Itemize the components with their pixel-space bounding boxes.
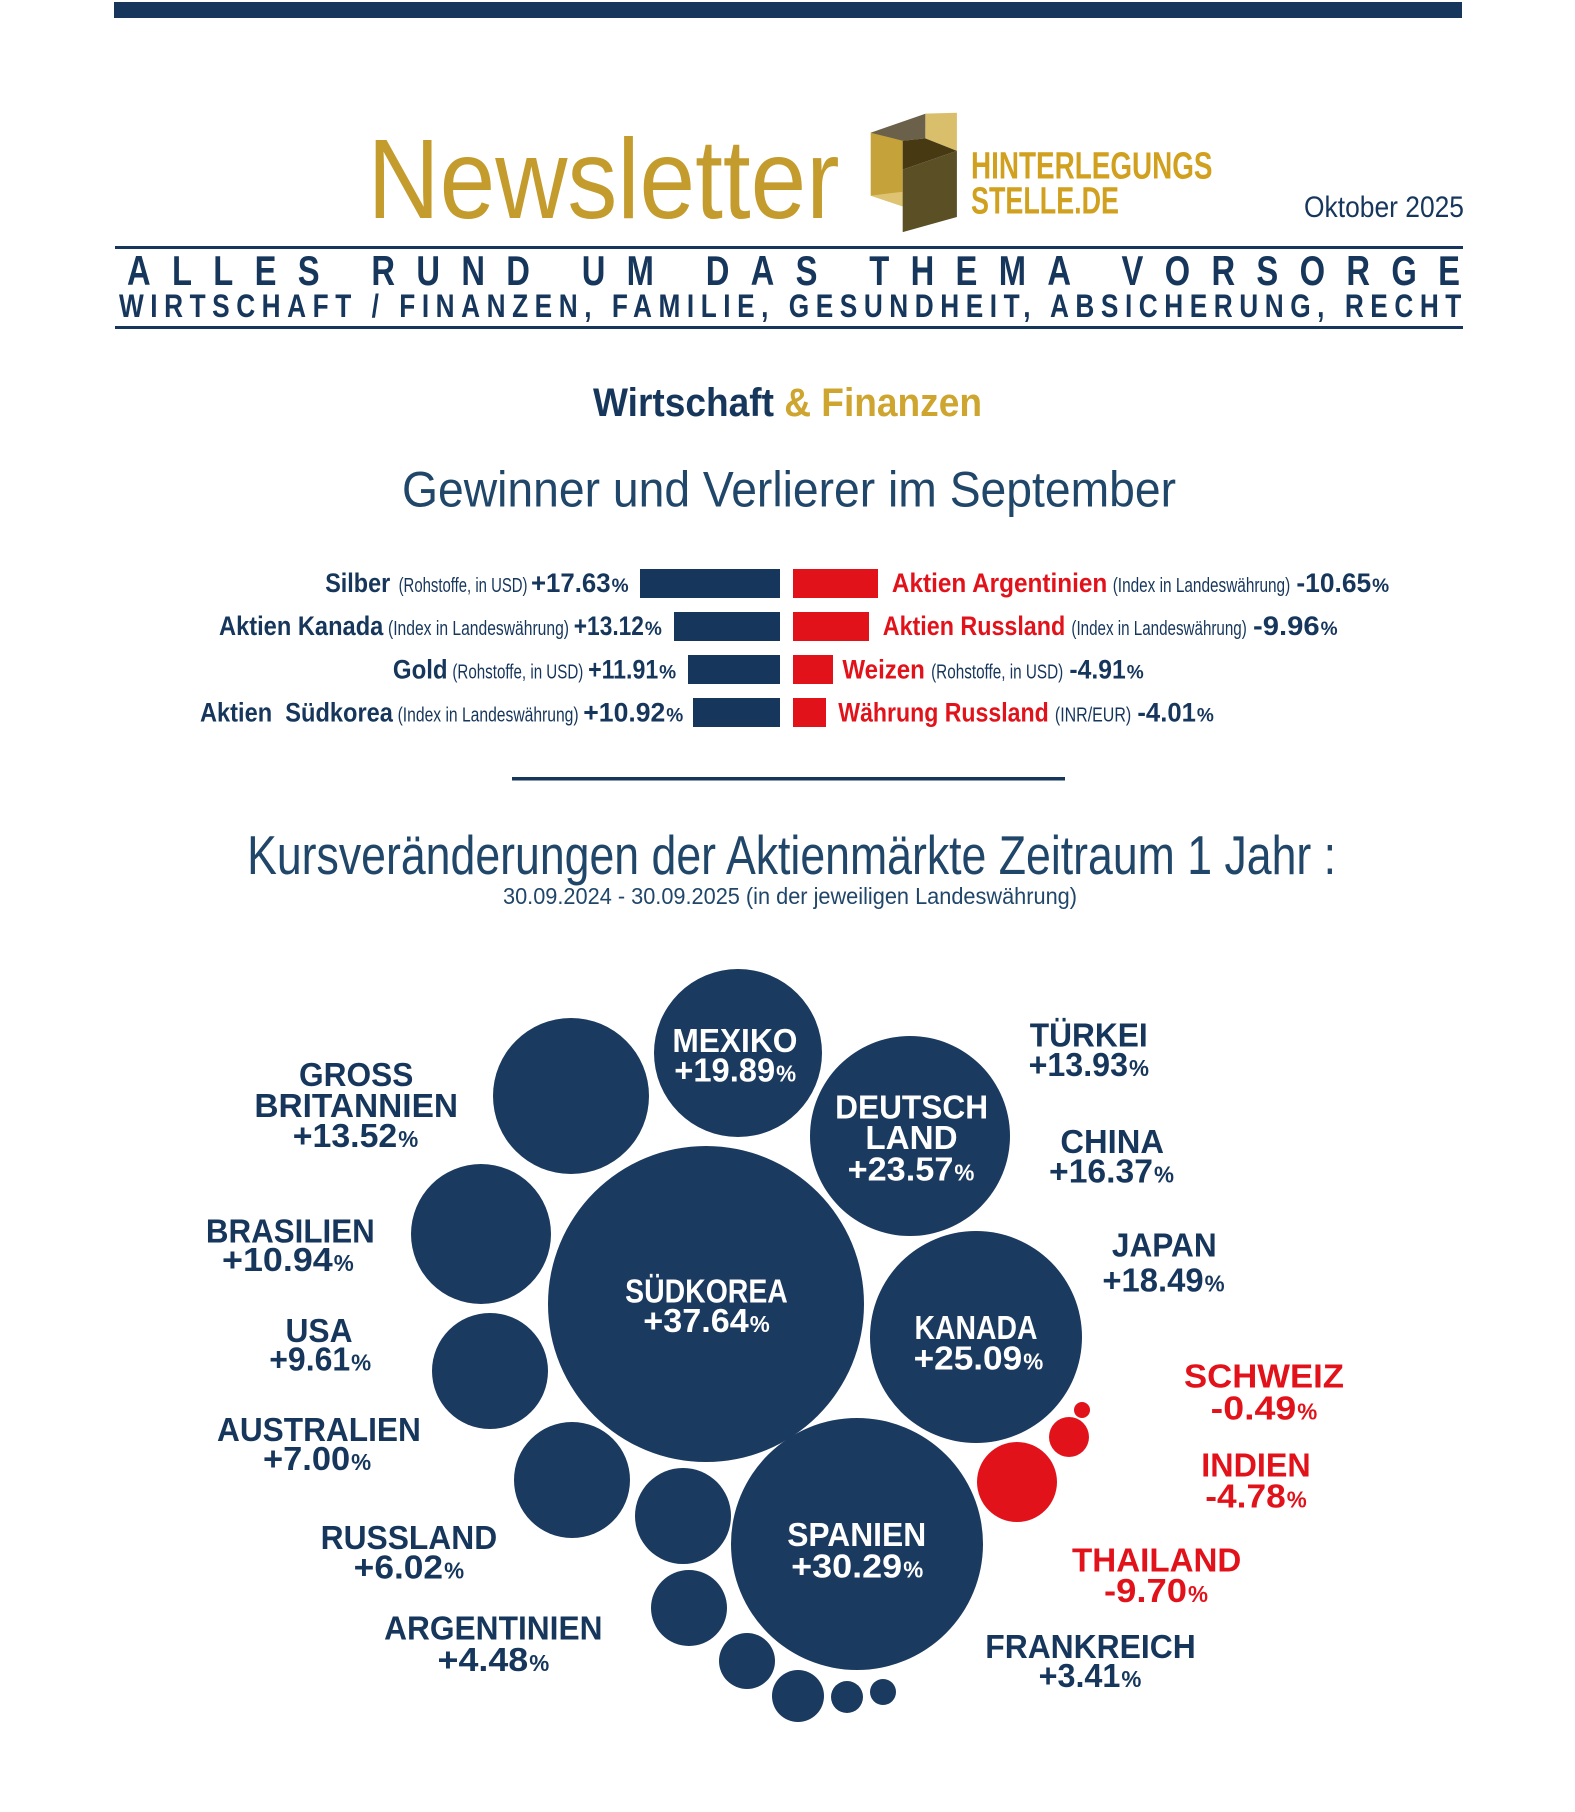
svg-text:+13.93: +13.93: [1029, 1046, 1128, 1083]
svg-text:-4.78: -4.78: [1205, 1477, 1285, 1514]
svg-text:Newsletter: Newsletter: [368, 116, 840, 242]
svg-text:%: %: [750, 1311, 770, 1337]
svg-text:Silber: Silber: [325, 568, 390, 598]
svg-text:LAND: LAND: [865, 1119, 957, 1156]
svg-text:(INR/EUR): (INR/EUR): [1055, 705, 1131, 727]
svg-text:%: %: [1023, 1349, 1043, 1375]
svg-text:%: %: [1197, 706, 1214, 727]
svg-text:%: %: [776, 1061, 796, 1087]
svg-text:THAILAND: THAILAND: [1072, 1541, 1241, 1578]
svg-text:+6.02: +6.02: [354, 1548, 443, 1585]
svg-text:%: %: [659, 663, 676, 684]
svg-text:BRASILIEN: BRASILIEN: [206, 1213, 375, 1250]
svg-text:KANADA: KANADA: [915, 1309, 1038, 1346]
svg-text:%: %: [529, 1650, 549, 1676]
svg-text:-10.65: -10.65: [1296, 568, 1371, 598]
svg-text:%: %: [398, 1126, 418, 1152]
svg-text:-9.96: -9.96: [1253, 611, 1320, 641]
svg-text:BRITANNIEN: BRITANNIEN: [254, 1087, 458, 1124]
svg-text:+18.49: +18.49: [1102, 1261, 1203, 1298]
svg-text:CHINA: CHINA: [1060, 1123, 1164, 1160]
svg-text:+37.64: +37.64: [643, 1302, 749, 1339]
svg-text:(Index in Landeswährung): (Index in Landeswährung): [398, 705, 579, 727]
svg-text:Aktien Kanada: Aktien Kanada: [219, 611, 384, 641]
svg-text:+23.57: +23.57: [848, 1150, 954, 1187]
svg-text:JAPAN: JAPAN: [1112, 1226, 1217, 1263]
svg-text:(Rohstoffe, in USD): (Rohstoffe, in USD): [399, 575, 528, 597]
svg-text:+9.61: +9.61: [269, 1340, 350, 1377]
svg-text:%: %: [903, 1557, 923, 1583]
svg-text:(Rohstoffe, in USD): (Rohstoffe, in USD): [452, 662, 583, 684]
svg-text:%: %: [351, 1449, 371, 1475]
svg-text:Währung Russland: Währung Russland: [838, 698, 1048, 728]
svg-text:+17.63: +17.63: [531, 568, 611, 598]
svg-text:FRANKREICH: FRANKREICH: [985, 1628, 1196, 1665]
svg-text:+30.29: +30.29: [791, 1548, 902, 1585]
svg-text:%: %: [1287, 1486, 1307, 1512]
svg-text:HINTERLEGUNGS: HINTERLEGUNGS: [971, 146, 1213, 188]
svg-text:+13.12: +13.12: [574, 611, 644, 641]
svg-text:-4.01: -4.01: [1137, 698, 1196, 728]
svg-text:+7.00: +7.00: [263, 1440, 350, 1477]
svg-text:%: %: [444, 1557, 464, 1583]
svg-text:%: %: [954, 1159, 974, 1185]
svg-text:%: %: [1321, 619, 1338, 640]
svg-text:%: %: [1121, 1666, 1141, 1692]
svg-text:TÜRKEI: TÜRKEI: [1030, 1017, 1148, 1054]
svg-text:Wirtschaft & Finanzen: Wirtschaft & Finanzen: [593, 381, 982, 425]
svg-text:ARGENTINIEN: ARGENTINIEN: [384, 1609, 602, 1646]
svg-text:MEXIKO: MEXIKO: [672, 1022, 797, 1059]
svg-text:DEUTSCH: DEUTSCH: [835, 1089, 988, 1126]
svg-text:Aktien Russland: Aktien Russland: [883, 611, 1065, 641]
svg-text:SPANIEN: SPANIEN: [787, 1516, 926, 1553]
svg-text:Aktien Südkorea: Aktien Südkorea: [200, 698, 394, 728]
svg-text:(Index in Landeswährung): (Index in Landeswährung): [388, 618, 569, 640]
svg-text:GROSS: GROSS: [299, 1056, 413, 1093]
svg-text:%: %: [1154, 1162, 1174, 1188]
svg-text:(Index in Landeswährung): (Index in Landeswährung): [1071, 618, 1246, 640]
svg-text:-4.91: -4.91: [1069, 655, 1125, 685]
svg-text:USA: USA: [285, 1312, 352, 1349]
svg-text:WIRTSCHAFT / FINANZEN, FAMILIE: WIRTSCHAFT / FINANZEN, FAMILIE, GESUNDHE…: [119, 290, 1461, 325]
svg-text:RUSSLAND: RUSSLAND: [321, 1519, 498, 1556]
svg-text:+3.41: +3.41: [1039, 1657, 1121, 1694]
svg-text:SCHWEIZ: SCHWEIZ: [1184, 1357, 1344, 1394]
svg-text:Gold: Gold: [393, 655, 448, 685]
svg-text:%: %: [1129, 1055, 1149, 1081]
svg-text:(Rohstoffe, in USD): (Rohstoffe, in USD): [931, 662, 1063, 684]
svg-text:%: %: [1297, 1398, 1317, 1424]
svg-text:%: %: [334, 1250, 354, 1276]
svg-text:+10.94: +10.94: [222, 1241, 333, 1278]
svg-text:%: %: [1205, 1270, 1225, 1296]
svg-text:30.09.2024 - 30.09.2025 (in de: 30.09.2024 - 30.09.2025 (in der jeweilig…: [503, 883, 1077, 909]
svg-text:%: %: [645, 619, 662, 640]
svg-text:-0.49: -0.49: [1211, 1389, 1297, 1426]
svg-text:Aktien Argentinien: Aktien Argentinien: [892, 568, 1107, 598]
svg-text:%: %: [666, 706, 683, 727]
svg-text:ALLES RUND UM DAS THEMA VORSOR: ALLES RUND UM DAS THEMA VORSORGE: [127, 247, 1460, 294]
svg-text:Oktober 2025: Oktober 2025: [1304, 191, 1464, 224]
svg-text:+13.52: +13.52: [293, 1117, 398, 1154]
svg-text:+25.09: +25.09: [914, 1340, 1023, 1377]
svg-text:STELLE.DE: STELLE.DE: [971, 181, 1119, 223]
svg-text:%: %: [612, 576, 629, 597]
svg-text:+4.48: +4.48: [438, 1641, 529, 1678]
svg-text:AUSTRALIEN: AUSTRALIEN: [217, 1411, 421, 1448]
svg-text:-9.70: -9.70: [1104, 1572, 1187, 1609]
svg-text:%: %: [1127, 663, 1144, 684]
svg-text:(Index in Landeswährung): (Index in Landeswährung): [1113, 575, 1291, 597]
svg-text:+10.92: +10.92: [583, 698, 665, 728]
svg-text:INDIEN: INDIEN: [1201, 1447, 1310, 1484]
svg-text:%: %: [351, 1349, 371, 1375]
svg-text:%: %: [1188, 1581, 1208, 1607]
svg-text:Kursveränderungen der Aktienmä: Kursveränderungen der Aktienmärkte Zeitr…: [247, 824, 1336, 886]
svg-text:+11.91: +11.91: [588, 655, 658, 685]
svg-text:Weizen: Weizen: [842, 655, 925, 685]
svg-text:%: %: [1372, 576, 1389, 597]
svg-text:Gewinner und Verlierer im Sept: Gewinner und Verlierer im September: [402, 462, 1176, 518]
svg-text:+19.89: +19.89: [674, 1052, 775, 1089]
svg-text:+16.37: +16.37: [1049, 1153, 1153, 1190]
svg-text:SÜDKOREA: SÜDKOREA: [625, 1273, 788, 1310]
